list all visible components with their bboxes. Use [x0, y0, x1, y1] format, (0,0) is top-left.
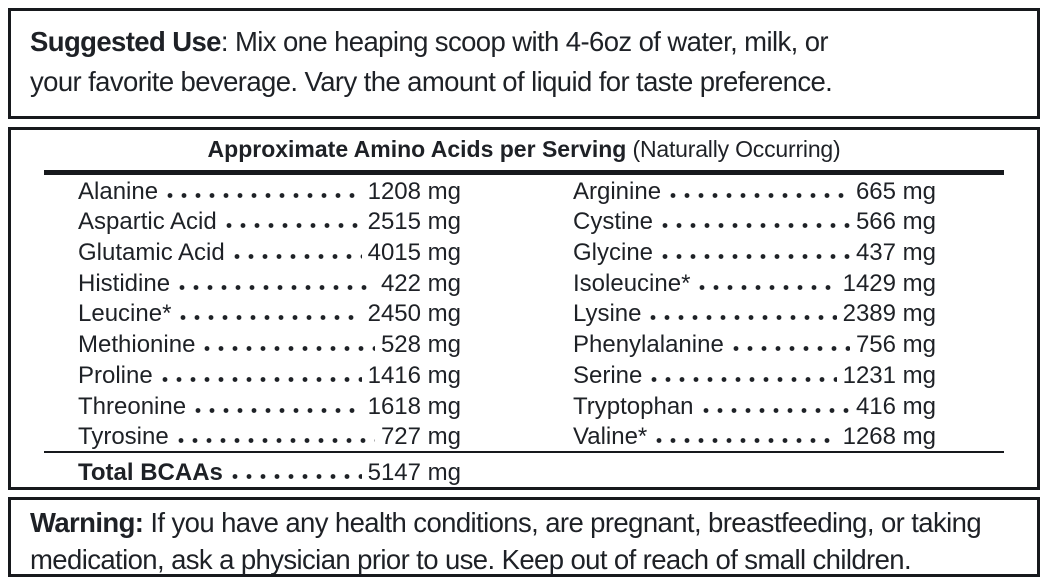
amino-row: Tyrosine 727 mg: [78, 421, 461, 452]
dot-leader: [221, 223, 362, 229]
amino-row: Proline 1416 mg: [78, 359, 461, 390]
amino-acids-table: Alanine 1208 mg Aspartic Acid 2515 mg Glut…: [11, 175, 1037, 451]
amino-name: Lysine: [573, 300, 642, 328]
amino-value: 1618 mg: [367, 392, 461, 420]
dot-leader: [157, 376, 362, 382]
dot-leader: [173, 438, 375, 444]
amino-name: Glycine: [573, 239, 654, 267]
dot-leader: [647, 376, 837, 382]
header-rule: [44, 170, 1004, 175]
dot-leader: [658, 223, 850, 229]
total-bcaa-value: 5147 mg: [367, 459, 461, 487]
amino-value: 566 mg: [855, 208, 936, 236]
amino-row: Valine* 1268 mg: [573, 421, 936, 452]
warning-line1: Warning: If you have any health conditio…: [30, 504, 1037, 541]
dot-leader: [698, 407, 850, 413]
amino-name: Methionine: [78, 331, 196, 359]
amino-name: Phenylalanine: [573, 331, 724, 359]
amino-name: Valine*: [573, 423, 648, 451]
amino-acids-title: Approximate Amino Acids per Serving (Nat…: [11, 135, 1037, 163]
suggested-use-line2: your favorite beverage. Vary the amount …: [30, 66, 833, 97]
warning-panel: Warning: If you have any health conditio…: [8, 497, 1040, 577]
suggested-use-line1: Suggested Use: Mix one heaping scoop wit…: [30, 22, 1037, 62]
amino-row: Isoleucine* 1429 mg: [573, 267, 936, 298]
amino-row: Threonine 1618 mg: [78, 390, 461, 421]
amino-row: Arginine 665 mg: [573, 175, 936, 206]
amino-name: Glutamic Acid: [78, 239, 225, 267]
amino-value: 437 mg: [855, 239, 936, 267]
amino-row: Aspartic Acid 2515 mg: [78, 206, 461, 237]
dot-leader: [175, 284, 375, 290]
amino-value: 416 mg: [855, 392, 936, 420]
amino-row: Glycine 437 mg: [573, 236, 936, 267]
amino-value: 665 mg: [855, 177, 936, 205]
dot-leader: [646, 315, 837, 321]
dot-leader: [163, 192, 362, 198]
warning-line1-rest: If you have any health conditions, are p…: [143, 507, 982, 538]
amino-row: Phenylalanine 756 mg: [573, 328, 936, 359]
amino-value: 1429 mg: [842, 269, 936, 297]
dot-leader: [652, 438, 837, 444]
amino-value: 1268 mg: [842, 423, 936, 451]
dot-leader: [728, 346, 850, 352]
total-bcaa-label: Total BCAAs: [78, 459, 223, 487]
amino-row: Leucine* 2450 mg: [78, 298, 461, 329]
amino-name: Alanine: [78, 177, 159, 205]
total-rule: [44, 451, 1004, 454]
suggested-use-label: Suggested Use: [30, 26, 221, 57]
dot-leader: [658, 254, 850, 260]
amino-name: Proline: [78, 361, 153, 389]
amino-name: Aspartic Acid: [78, 208, 217, 236]
amino-value: 1208 mg: [367, 177, 461, 205]
amino-name: Serine: [573, 361, 643, 389]
amino-value: 2515 mg: [367, 208, 461, 236]
amino-row: Lysine 2389 mg: [573, 298, 936, 329]
dot-leader: [666, 192, 850, 198]
amino-acids-title-rest: (Naturally Occurring): [626, 136, 841, 162]
amino-value: 2450 mg: [367, 300, 461, 328]
amino-row: Cystine 566 mg: [573, 206, 936, 237]
suggested-use-panel: Suggested Use: Mix one heaping scoop wit…: [8, 8, 1040, 119]
amino-value: 1416 mg: [367, 361, 461, 389]
amino-row: Tryptophan 416 mg: [573, 390, 936, 421]
amino-name: Arginine: [573, 177, 662, 205]
dot-leader: [191, 407, 362, 413]
suggested-use-text: Suggested Use: Mix one heaping scoop wit…: [11, 11, 1037, 102]
dot-leader: [229, 254, 362, 260]
amino-acids-title-bold: Approximate Amino Acids per Serving: [207, 136, 627, 162]
suggested-use-line1-rest: : Mix one heaping scoop with 4-6oz of wa…: [220, 26, 829, 57]
dot-leader: [200, 346, 375, 352]
total-bcaa-row: Total BCAAs 5147 mg: [78, 455, 461, 487]
warning-line2: medication, ask a physician prior to use…: [30, 544, 912, 575]
amino-row: Histidine 422 mg: [78, 267, 461, 298]
amino-acids-panel: Approximate Amino Acids per Serving (Nat…: [8, 127, 1040, 490]
amino-name: Cystine: [573, 208, 654, 236]
amino-name: Isoleucine*: [573, 269, 691, 297]
dot-leader: [227, 474, 362, 480]
amino-row: Methionine 528 mg: [78, 328, 461, 359]
amino-row: Serine 1231 mg: [573, 359, 936, 390]
amino-row: Glutamic Acid 4015 mg: [78, 236, 461, 267]
amino-value: 422 mg: [380, 269, 461, 297]
warning-text: Warning: If you have any health conditio…: [11, 500, 1037, 578]
amino-column-left: Alanine 1208 mg Aspartic Acid 2515 mg Glut…: [78, 175, 461, 451]
dot-leader: [176, 315, 362, 321]
total-bcaa-section: Total BCAAs 5147 mg: [11, 455, 1037, 487]
amino-value: 4015 mg: [367, 239, 461, 267]
amino-value: 528 mg: [380, 331, 461, 359]
warning-label: Warning:: [30, 507, 144, 538]
amino-name: Leucine*: [78, 300, 172, 328]
amino-name: Tryptophan: [573, 392, 694, 420]
amino-value: 1231 mg: [842, 361, 936, 389]
amino-column-right: Arginine 665 mg Cystine 566 mg Glycine 437 …: [573, 175, 936, 451]
amino-name: Histidine: [78, 269, 171, 297]
dot-leader: [695, 284, 837, 290]
amino-value: 727 mg: [380, 423, 461, 451]
amino-value: 2389 mg: [842, 300, 936, 328]
amino-row: Alanine 1208 mg: [78, 175, 461, 206]
amino-name: Threonine: [78, 392, 187, 420]
amino-value: 756 mg: [855, 331, 936, 359]
amino-name: Tyrosine: [78, 423, 169, 451]
